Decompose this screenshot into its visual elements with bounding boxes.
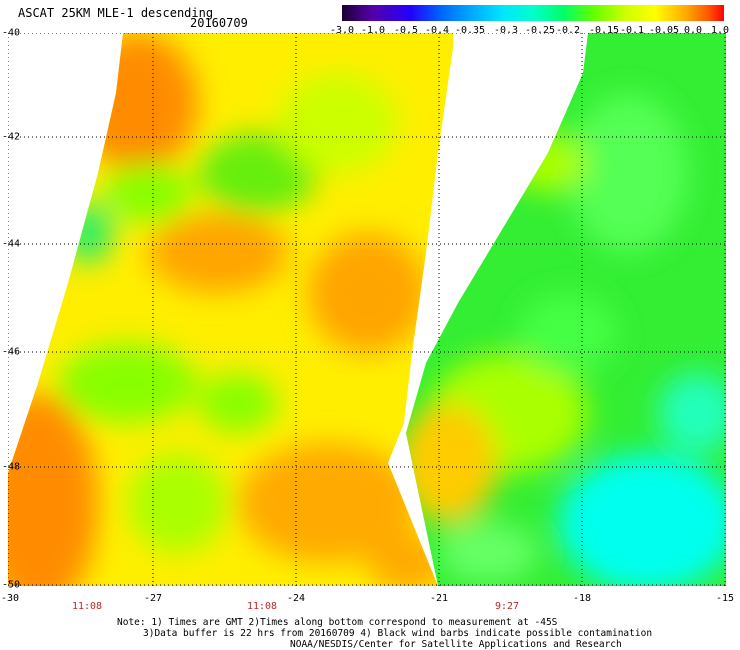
colorbar-tick: -0.5	[393, 25, 419, 36]
lat-label: -50	[2, 579, 21, 591]
lon-label: -18	[572, 593, 592, 604]
lon-label: -21	[429, 593, 449, 604]
colorbar-tick: 1.0	[710, 25, 730, 36]
map-date: 20160709	[190, 16, 248, 30]
credit-line: NOAA/NESDIS/Center for Satellite Applica…	[290, 639, 622, 650]
lat-label: -40	[2, 27, 21, 39]
colorbar-gradient	[342, 5, 724, 21]
colorbar-tick: -0.25	[524, 25, 556, 36]
map-canvas	[7, 32, 726, 586]
colorbar-tick: -0.15	[588, 25, 620, 36]
lon-label: -15	[715, 593, 735, 604]
colorbar-tick: -3.0	[329, 25, 355, 36]
map-title: ASCAT 25KM MLE-1 descending	[18, 6, 214, 20]
colorbar-tick: -0.1	[619, 25, 645, 36]
lat-label: -42	[2, 131, 21, 143]
graticule	[7, 32, 726, 586]
lon-label: -27	[143, 593, 163, 604]
lon-label: -30	[0, 593, 20, 604]
east-swath	[406, 33, 726, 586]
colorbar-tick: -0.3	[493, 25, 519, 36]
time-label: 11:08	[246, 601, 278, 612]
wind-map	[7, 32, 726, 586]
colorbar-tick: -0.35	[454, 25, 486, 36]
colorbar	[342, 5, 724, 21]
colorbar-tick: 0.0	[683, 25, 703, 36]
colorbar-tick: -0.2	[555, 25, 581, 36]
colorbar-tick: -0.05	[648, 25, 680, 36]
lat-label: -48	[2, 461, 21, 473]
west-swath	[8, 33, 453, 586]
lon-label: -24	[286, 593, 306, 604]
time-label: 9:27	[494, 601, 520, 612]
colorbar-tick: -1.0	[360, 25, 386, 36]
time-label: 11:08	[71, 601, 103, 612]
lat-label: -46	[2, 346, 21, 358]
note-line: 3)Data buffer is 22 hrs from 20160709 4)…	[143, 628, 653, 639]
lat-label: -44	[2, 238, 21, 250]
note-line: Note: 1) Times are GMT 2)Times along bot…	[117, 617, 558, 628]
colorbar-tick: -0.4	[424, 25, 450, 36]
